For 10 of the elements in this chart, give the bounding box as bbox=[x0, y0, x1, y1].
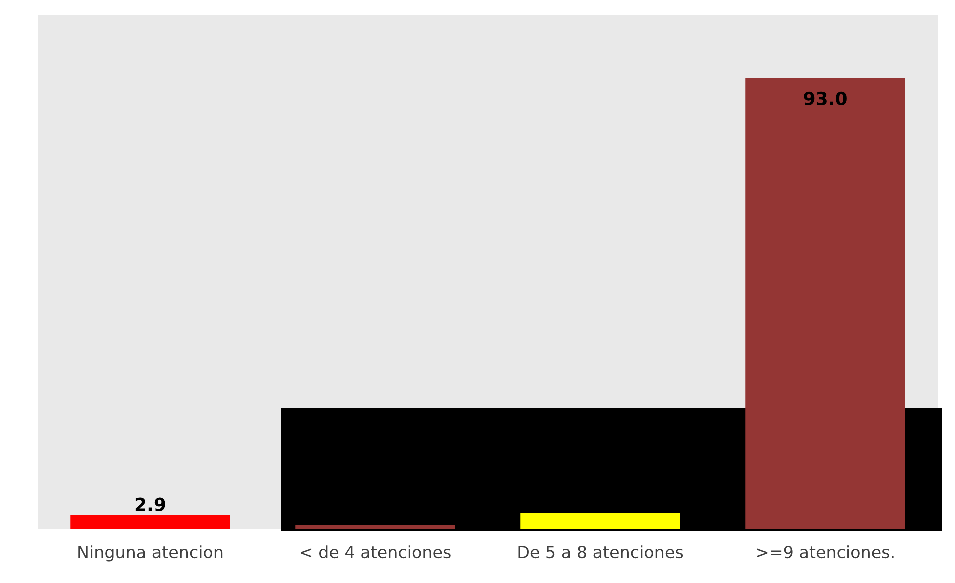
data-label: 2.9 bbox=[136, 498, 166, 512]
data-label: 93.0 bbox=[804, 92, 847, 106]
x-tick-label: >=9 atenciones. bbox=[757, 546, 894, 559]
bar bbox=[746, 78, 906, 529]
x-tick-label: Ninguna atencion bbox=[78, 546, 223, 562]
x-tick-label: < de 4 atenciones bbox=[301, 546, 451, 559]
x-tick-label: De 5 a 8 atenciones bbox=[518, 546, 684, 559]
bar bbox=[70, 514, 230, 529]
bar bbox=[296, 525, 456, 529]
bar bbox=[520, 513, 680, 529]
